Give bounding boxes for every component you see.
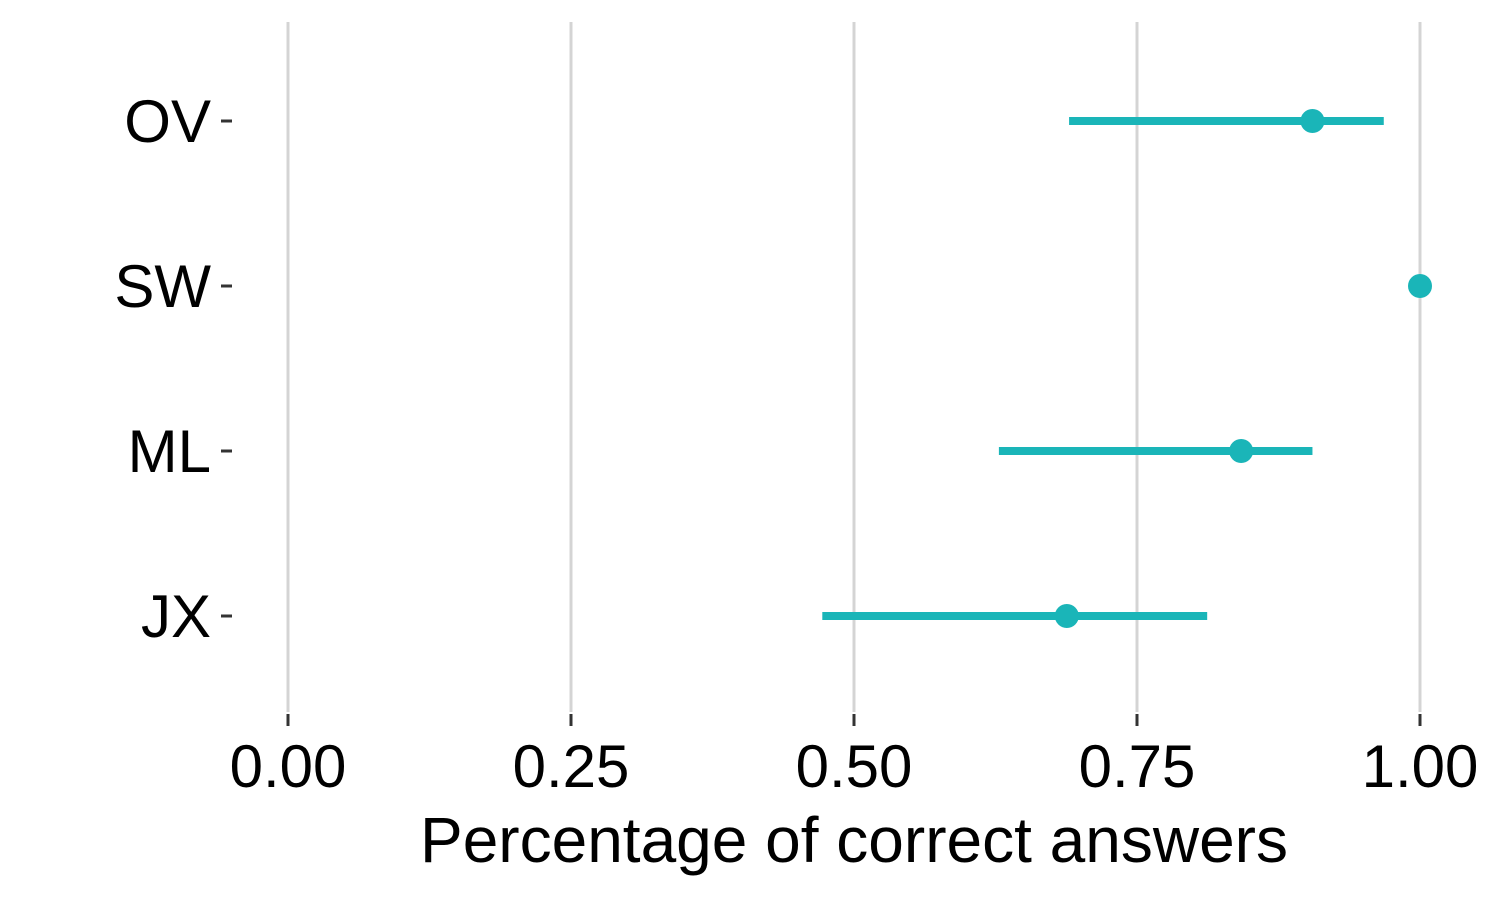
y-tick-label: SW [114, 253, 211, 320]
x-axis: 0.00 0.25 0.50 0.75 1.00 [230, 714, 1479, 800]
x-tick-label: 0.25 [513, 733, 630, 800]
x-gridlines [286, 22, 1422, 712]
y-axis: OV SW ML JX [114, 88, 232, 650]
point-ov [1300, 109, 1325, 133]
x-tick-label: 0.50 [796, 733, 913, 800]
point-sw [1408, 274, 1432, 298]
x-axis-title: Percentage of correct answers [420, 804, 1288, 876]
x-tick-label: 1.00 [1362, 733, 1479, 800]
plot-marks [822, 109, 1432, 628]
point-ml [1229, 439, 1254, 463]
y-tick-label: OV [124, 88, 211, 155]
point-jx [1054, 604, 1079, 628]
x-tick-label: 0.75 [1079, 733, 1196, 800]
x-tick-label: 0.00 [230, 733, 347, 800]
y-tick-label: ML [128, 418, 211, 485]
y-tick-label: JX [141, 583, 211, 650]
